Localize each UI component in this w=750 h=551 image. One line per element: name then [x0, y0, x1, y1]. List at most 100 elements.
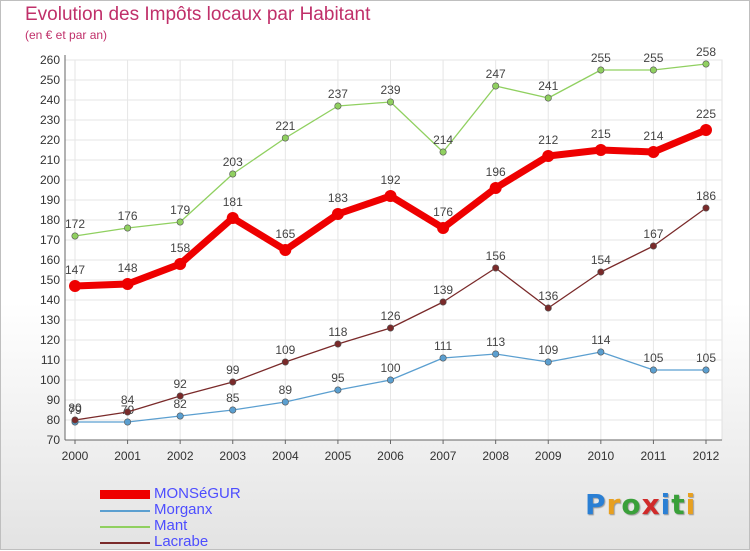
data-label: 154	[591, 253, 611, 267]
legend-label: Mant	[154, 517, 188, 534]
data-label: 82	[173, 397, 187, 411]
data-point	[702, 60, 710, 68]
data-label: 179	[170, 203, 190, 217]
legend-label: Lacrabe	[154, 533, 209, 550]
data-label: 237	[328, 87, 348, 101]
data-label: 105	[696, 351, 716, 365]
data-point	[69, 280, 81, 292]
data-label: 136	[538, 289, 558, 303]
data-label: 247	[486, 67, 506, 81]
data-point	[331, 208, 344, 220]
data-point	[700, 124, 712, 136]
data-label: 241	[538, 79, 558, 93]
x-tick-label: 2009	[535, 449, 562, 463]
data-point	[492, 82, 500, 90]
legend-swatch	[100, 490, 150, 499]
data-point	[121, 278, 134, 290]
x-tick-label: 2001	[114, 449, 141, 463]
chart-subtitle: (en € et par an)	[25, 28, 108, 42]
data-point	[489, 182, 502, 194]
data-point	[439, 354, 447, 362]
logo-letter: r	[606, 488, 622, 521]
data-label: 172	[65, 217, 85, 231]
data-label: 105	[643, 351, 663, 365]
data-point	[229, 378, 237, 386]
data-point	[281, 358, 289, 366]
y-tick-label: 250	[40, 73, 60, 87]
data-point	[649, 242, 657, 250]
data-label: 255	[591, 51, 611, 65]
data-point	[226, 212, 239, 224]
data-point	[386, 324, 394, 332]
y-tick-label: 150	[40, 273, 60, 287]
x-tick-label: 2012	[693, 449, 720, 463]
data-label: 85	[226, 391, 240, 405]
data-label: 176	[433, 205, 453, 219]
data-label: 114	[591, 333, 610, 347]
logo-letter: i	[660, 488, 672, 521]
y-tick-label: 90	[47, 393, 61, 407]
data-point	[176, 218, 184, 226]
data-point	[281, 398, 289, 406]
data-point	[544, 94, 552, 102]
data-label: 183	[328, 191, 348, 205]
data-point	[597, 348, 605, 356]
legend-swatch	[100, 542, 150, 544]
y-tick-label: 240	[40, 93, 60, 107]
logo-letter: o	[621, 488, 642, 521]
data-label: 212	[538, 133, 558, 147]
data-label: 113	[486, 335, 505, 349]
data-label: 186	[696, 189, 716, 203]
x-tick-label: 2008	[482, 449, 509, 463]
data-label: 84	[121, 393, 135, 407]
data-label: 111	[434, 339, 453, 353]
x-tick-label: 2011	[641, 449, 667, 463]
proxiti-logo: Proxiti	[585, 488, 696, 521]
data-point	[124, 224, 132, 232]
data-point	[334, 102, 342, 110]
data-point	[597, 66, 605, 74]
data-point	[702, 366, 710, 374]
data-point	[439, 148, 447, 156]
logo-letter: t	[671, 488, 686, 521]
plot-area	[64, 59, 723, 441]
data-label: 89	[279, 383, 293, 397]
data-label: 95	[331, 371, 345, 385]
x-tick-label: 2004	[272, 449, 299, 463]
data-label: 167	[643, 227, 663, 241]
y-tick-label: 170	[40, 233, 60, 247]
logo-letter: x	[641, 488, 661, 521]
legend-label: Morganx	[154, 501, 213, 518]
data-point	[492, 264, 500, 272]
y-tick-label: 130	[40, 313, 60, 327]
data-label: 158	[170, 241, 190, 255]
data-label: 100	[380, 361, 400, 375]
y-tick-label: 100	[40, 373, 60, 387]
data-point	[71, 232, 79, 240]
logo-letter: P	[585, 488, 607, 521]
data-label: 156	[486, 249, 506, 263]
data-point	[124, 408, 132, 416]
data-point	[334, 386, 342, 394]
chart-title: Evolution des Impôts locaux par Habitant	[25, 4, 371, 25]
data-label: 126	[380, 309, 400, 323]
data-point	[594, 144, 607, 156]
data-point	[229, 170, 237, 178]
legend-swatch	[100, 526, 150, 528]
x-tick-label: 2005	[325, 449, 352, 463]
logo-letter: i	[685, 488, 697, 521]
y-tick-label: 200	[40, 173, 60, 187]
data-point	[229, 406, 237, 414]
data-point	[334, 340, 342, 348]
legend-label: MONSéGUR	[154, 485, 241, 502]
y-tick-label: 190	[40, 193, 60, 207]
data-label: 196	[486, 165, 506, 179]
data-point	[279, 244, 292, 256]
y-tick-label: 80	[47, 413, 61, 427]
data-point	[544, 358, 552, 366]
y-tick-label: 180	[40, 213, 60, 227]
y-tick-label: 120	[40, 333, 60, 347]
data-label: 80	[68, 401, 82, 415]
y-tick-label: 70	[47, 433, 61, 447]
